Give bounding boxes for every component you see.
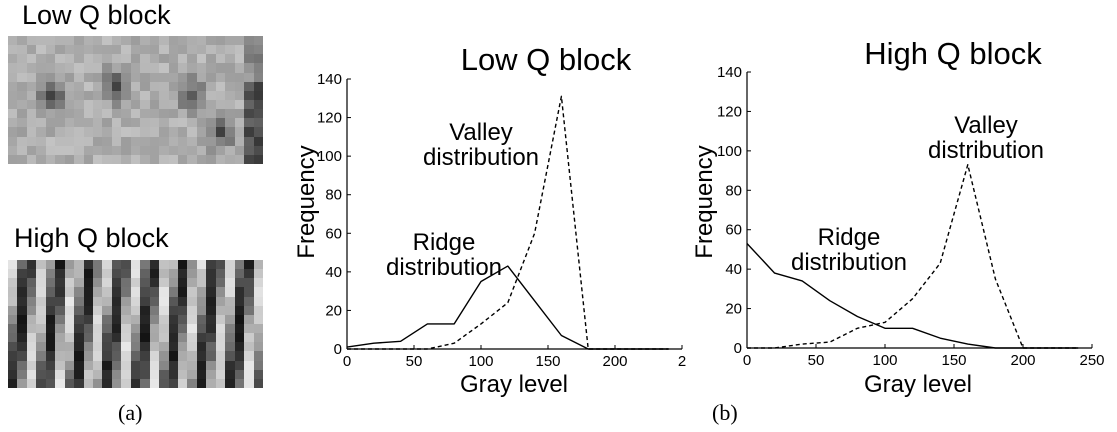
- y-tick-label: 120: [317, 110, 342, 127]
- x-tick-label: 200: [602, 353, 627, 370]
- y-tick-label: 100: [317, 148, 342, 165]
- y-tick-label: 0: [734, 340, 742, 357]
- y-tick-label: 80: [325, 187, 342, 204]
- x-tick-label: 50: [406, 353, 423, 370]
- ridge-distribution-annotation: distribution: [791, 249, 907, 276]
- panel-a-label: (a): [118, 400, 143, 425]
- x-axis-label: Gray level: [460, 371, 568, 398]
- ridge-distribution-line: [746, 243, 1079, 349]
- x-tick-label: 200: [1010, 352, 1035, 369]
- y-tick-label: 140: [717, 64, 742, 81]
- x-tick-label: 250: [1079, 352, 1104, 369]
- y-axis-label: Frequency: [691, 145, 718, 258]
- ridge-distribution-line: [346, 265, 669, 350]
- ridge-distribution-annotation: Ridge: [818, 224, 881, 251]
- x-tick-label: 2: [678, 353, 686, 370]
- panel-b-label: (b): [712, 400, 738, 425]
- x-tick-label: 150: [941, 352, 966, 369]
- valley-distribution-annotation: Valley: [449, 119, 513, 146]
- chart-title: High Q block: [864, 36, 1042, 71]
- ridge-distribution-annotation: Ridge: [413, 229, 476, 256]
- y-tick-label: 0: [334, 341, 342, 358]
- x-tick-label: 150: [535, 353, 560, 370]
- valley-distribution-line: [347, 95, 669, 350]
- y-axis-label: Frequency: [293, 145, 320, 258]
- x-tick-label: 0: [343, 353, 351, 370]
- chart-title: Low Q block: [461, 42, 632, 77]
- valley-distribution-annotation: distribution: [423, 144, 539, 171]
- valley-distribution-annotation: Valley: [954, 112, 1018, 139]
- x-tick-label: 0: [743, 352, 751, 369]
- y-tick-label: 60: [325, 225, 342, 242]
- y-tick-label: 40: [325, 264, 342, 281]
- y-tick-label: 80: [725, 182, 742, 199]
- x-tick-label: 100: [468, 353, 493, 370]
- valley-distribution-line: [747, 163, 1079, 349]
- y-tick-label: 40: [725, 261, 742, 278]
- low-q-block-title: Low Q block: [22, 0, 171, 30]
- valley-distribution-annotation: distribution: [928, 137, 1044, 164]
- y-tick-label: 120: [717, 103, 742, 120]
- y-tick-label: 60: [725, 222, 742, 239]
- x-axis-label: Gray level: [864, 371, 972, 398]
- x-tick-label: 50: [808, 352, 825, 369]
- ridge-distribution-annotation: distribution: [386, 254, 502, 281]
- low-q-block-image: [8, 36, 263, 164]
- high-q-block-image: [8, 260, 263, 388]
- y-tick-label: 20: [325, 302, 342, 319]
- x-tick-label: 100: [872, 352, 897, 369]
- high-q-block-title: High Q block: [14, 223, 169, 253]
- y-tick-label: 100: [717, 143, 742, 160]
- high-q-histogram: 0 50 100 150 200 250 0 20 40 60 80 100 120 140 High Q …: [691, 36, 1105, 398]
- y-tick-label: 20: [725, 301, 742, 318]
- y-tick-label: 140: [317, 71, 342, 88]
